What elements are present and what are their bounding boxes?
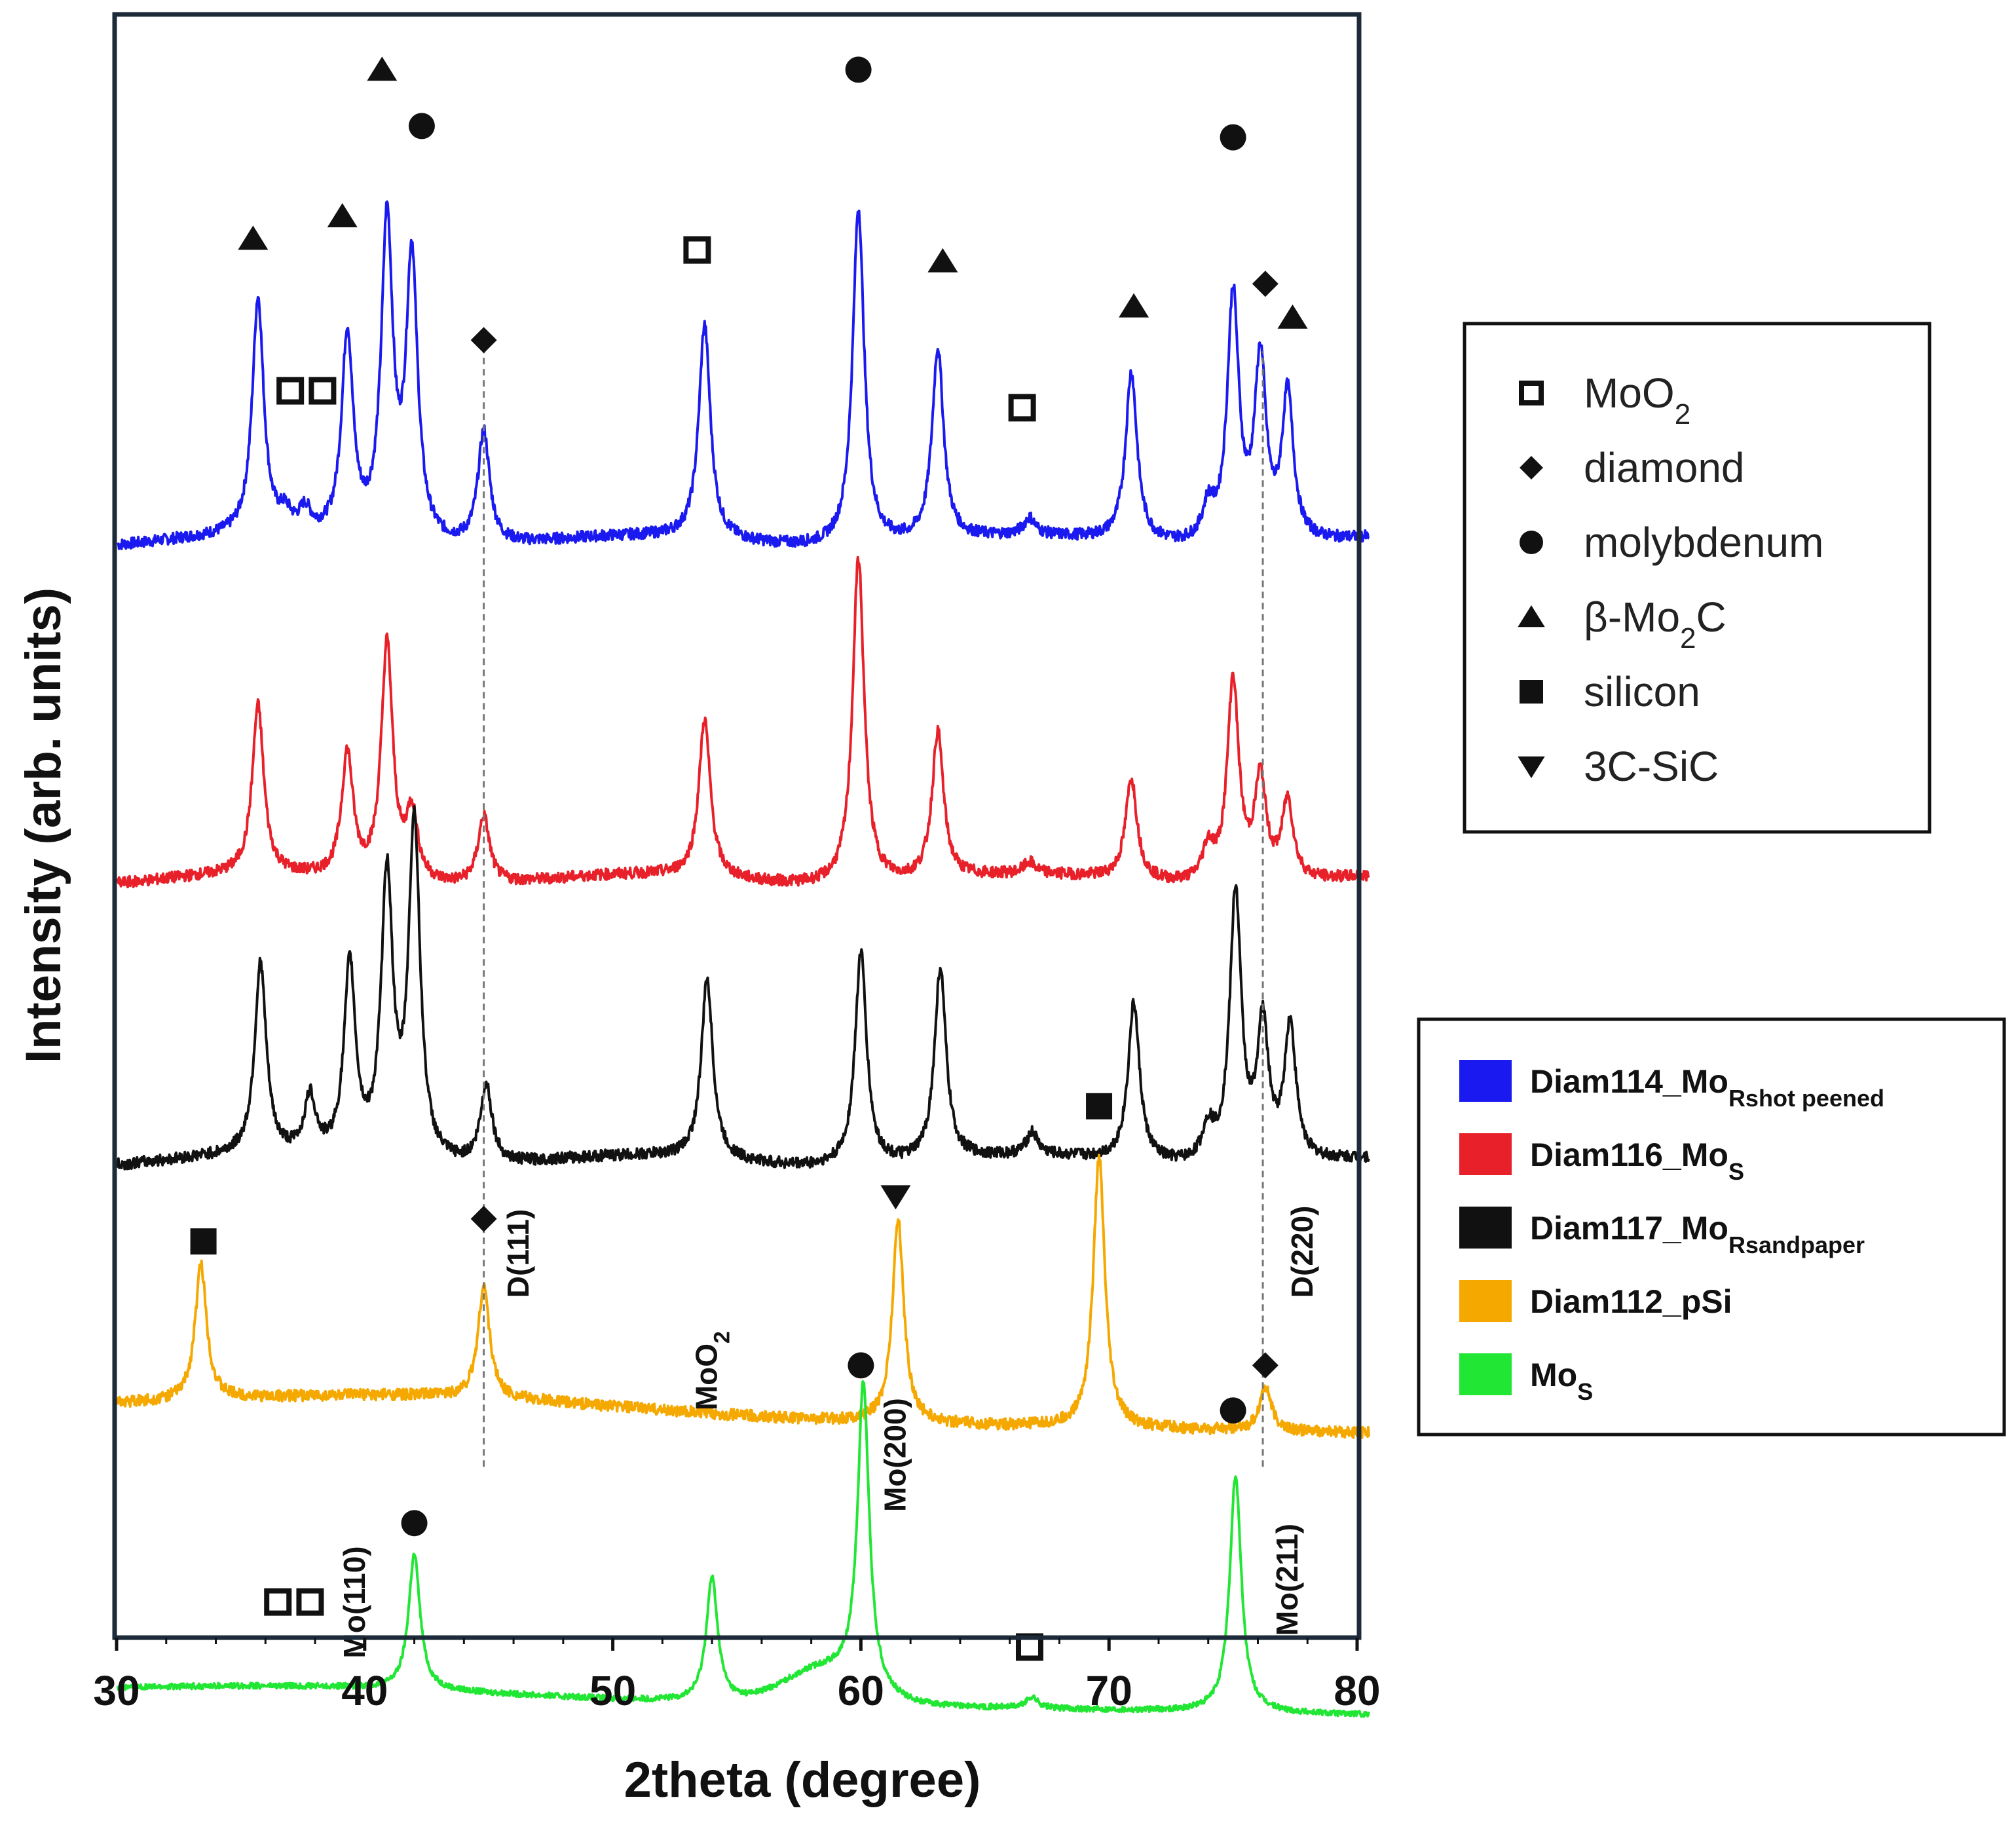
- trace-diam112-psi: [116, 1154, 1370, 1439]
- legend-label-diam112-psi: Diam112_pSi: [1530, 1283, 1732, 1320]
- marker-circle: [401, 1510, 428, 1537]
- marker-circle: [845, 56, 872, 83]
- marker-triangle-up: [238, 225, 269, 250]
- marker-circle: [1520, 531, 1543, 554]
- phase-legend-label-3c-sic: 3C-SiC: [1584, 743, 1719, 790]
- x-axis: 30 40 50 60 70 80: [93, 1638, 1381, 1714]
- marker-square: [1086, 1093, 1113, 1119]
- x-tick-label: 50: [589, 1667, 636, 1714]
- marker-open-square: [276, 377, 305, 405]
- x-axis-title: 2theta (degree): [624, 1752, 981, 1808]
- phase-legend-label-diamond: diamond: [1584, 444, 1745, 491]
- marker-triangle-down: [880, 1185, 911, 1210]
- marker-circle: [1220, 1397, 1246, 1424]
- traces-layer: [116, 200, 1370, 1718]
- x-tick-label: 70: [1086, 1667, 1132, 1714]
- marker-open-square: [308, 377, 337, 405]
- marker-triangle-up: [927, 248, 958, 273]
- marker-diamond: [470, 327, 497, 354]
- marker-triangle-up: [1119, 293, 1149, 318]
- marker-open-square: [296, 1588, 324, 1616]
- marker-open-square: [1008, 394, 1036, 422]
- marker-diamond: [1520, 456, 1543, 479]
- x-tick-label: 30: [93, 1667, 140, 1714]
- trace-diam114-mo-rshot-peened: [117, 200, 1370, 550]
- phase-legend-label-silicon: silicon: [1584, 668, 1700, 715]
- plot-frame: [112, 12, 1362, 1640]
- marker-circle: [1220, 124, 1246, 151]
- marker-open-square: [683, 236, 711, 264]
- y-axis-title: Intensity (arb. units): [16, 588, 71, 1063]
- sample-legend: Diam114_MoRshot peenedDiam116_MoSDiam117…: [1417, 1017, 2006, 1437]
- marker-triangle-down: [1518, 756, 1545, 778]
- marker-triangle-up: [327, 203, 358, 227]
- marker-triangle-up: [1518, 605, 1545, 628]
- marker-open-square: [1519, 381, 1544, 405]
- phase-legend-frame: [1463, 322, 1932, 834]
- legend-swatch-diam112-psi: [1459, 1280, 1512, 1322]
- peak-label-d-220: D(220): [1285, 1206, 1319, 1298]
- x-tick-label: 80: [1334, 1667, 1380, 1714]
- marker-square: [190, 1228, 217, 1255]
- marker-diamond: [1252, 1352, 1279, 1379]
- legend-swatch-diam114-mo-rshot-peened: [1459, 1060, 1512, 1102]
- legend-swatch-diam117-mo-rsandpaper: [1459, 1207, 1512, 1249]
- marker-square: [1520, 680, 1543, 704]
- trace-diam117-mo-rsandpaper: [116, 804, 1370, 1171]
- phase-legend-label-molybdenum: molybdenum: [1584, 519, 1823, 566]
- legend-swatch-mo-s: [1459, 1353, 1512, 1395]
- marker-triangle-up: [1277, 304, 1308, 329]
- marker-triangle-up: [367, 56, 398, 81]
- peak-label-moo2: MoO2: [690, 1331, 735, 1410]
- peak-label-mo-200: Mo(200): [878, 1398, 912, 1512]
- marker-diamond: [470, 1205, 497, 1232]
- peak-label-mo-211: Mo(211): [1270, 1524, 1304, 1636]
- peak-label-d-111: D(111): [501, 1209, 535, 1298]
- sample-legend-frame: [1417, 1017, 2006, 1437]
- reference-lines-layer: [483, 351, 1264, 1467]
- marker-diamond: [1252, 271, 1279, 297]
- marker-circle: [408, 113, 435, 140]
- marker-open-square: [264, 1588, 292, 1616]
- trace-mo-s: [116, 1380, 1370, 1718]
- x-tick-label: 60: [838, 1667, 884, 1714]
- legend-swatch-diam116-mo-s: [1459, 1133, 1512, 1175]
- marker-circle: [848, 1352, 874, 1379]
- trace-diam116-mo-s: [116, 555, 1370, 889]
- x-tick-label: 40: [341, 1667, 388, 1714]
